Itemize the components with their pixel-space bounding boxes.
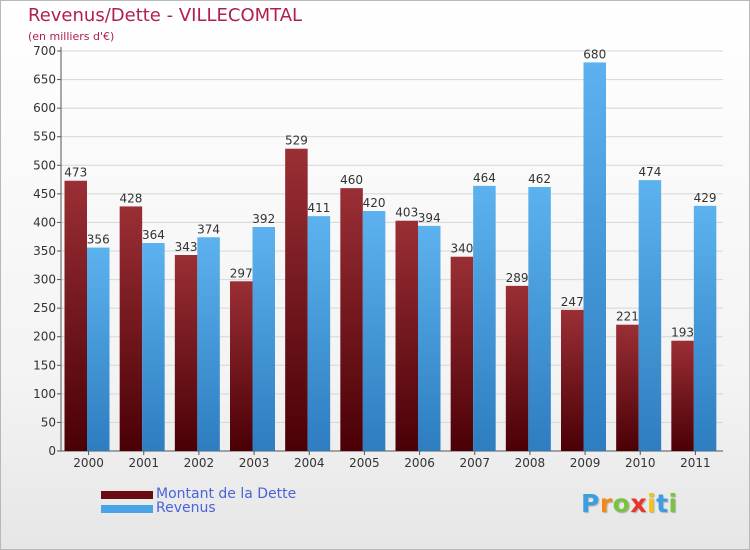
y-tick-label: 300	[33, 273, 56, 287]
bar-debt-2011	[671, 340, 694, 451]
bar-revenue-2009	[583, 62, 606, 452]
data-label-revenue-2007: 464	[473, 171, 496, 185]
bar-debt-2000	[64, 180, 87, 451]
data-label-revenue-2005: 420	[363, 196, 386, 210]
data-label-debt-2008: 289	[506, 271, 529, 285]
logo-letter: i	[668, 489, 678, 518]
bar-debt-2001	[119, 206, 143, 451]
bar-debt-2002	[174, 255, 198, 451]
legend-swatch-revenue	[101, 505, 153, 513]
y-tick-label: 150	[33, 358, 56, 372]
bar-revenue-2008	[528, 187, 551, 451]
x-tick-label: 2009	[570, 456, 601, 470]
data-label-debt-2002: 343	[175, 240, 198, 254]
data-label-debt-2007: 340	[450, 242, 473, 256]
x-tick-label: 2008	[515, 456, 546, 470]
data-label-revenue-2009: 680	[583, 47, 606, 61]
data-label-revenue-2001: 364	[142, 228, 165, 242]
data-label-debt-2001: 428	[119, 191, 142, 205]
chart-title: Revenus/Dette - VILLECOMTAL	[28, 5, 303, 26]
bar-revenue-2006	[418, 225, 441, 451]
data-label-debt-2004: 529	[285, 134, 308, 148]
y-tick-label: 400	[33, 215, 56, 229]
bar-revenue-2007	[473, 185, 496, 451]
logo-letter: o	[612, 489, 631, 518]
data-label-debt-2009: 247	[561, 295, 584, 309]
x-tick-label: 2001	[128, 456, 159, 470]
legend-label-debt: Montant de la Dette	[156, 486, 297, 502]
data-label-debt-2011: 193	[671, 326, 694, 340]
x-tick-label: 2004	[294, 456, 325, 470]
x-tick-label: 2005	[349, 456, 380, 470]
data-label-revenue-2008: 462	[528, 172, 551, 186]
y-tick-label: 600	[33, 101, 56, 115]
data-label-debt-2010: 221	[616, 310, 639, 324]
y-tick-label: 700	[33, 44, 56, 58]
legend-swatch-debt	[101, 491, 153, 499]
y-tick-label: 50	[41, 415, 56, 429]
data-label-revenue-2006: 394	[418, 211, 441, 225]
bar-debt-2007	[450, 256, 474, 451]
logo-letter: i	[647, 489, 657, 518]
x-tick-label: 2007	[459, 456, 490, 470]
y-tick-label: 100	[33, 387, 56, 401]
x-tick-label: 2002	[184, 456, 215, 470]
x-tick-label: 2011	[680, 456, 711, 470]
x-tick-label: 2000	[73, 456, 104, 470]
y-tick-label: 550	[33, 130, 56, 144]
y-tick-label: 0	[48, 444, 56, 458]
data-label-debt-2003: 297	[230, 266, 253, 280]
y-tick-label: 200	[33, 330, 56, 344]
bar-revenue-2000	[87, 247, 110, 451]
bar-revenue-2001	[142, 243, 165, 451]
logo-letter: r	[599, 489, 613, 518]
data-label-debt-2006: 403	[395, 206, 418, 220]
data-label-revenue-2003: 392	[252, 212, 275, 226]
chart-subtitle: (en milliers d'€)	[28, 30, 115, 43]
bar-debt-2010	[616, 324, 639, 451]
data-label-debt-2005: 460	[340, 173, 363, 187]
bar-debt-2004	[285, 148, 308, 451]
legend-label-revenue: Revenus	[156, 500, 216, 516]
bar-debt-2006	[395, 220, 418, 451]
x-tick-label: 2003	[239, 456, 270, 470]
logo-letter: t	[656, 489, 669, 518]
y-tick-label: 350	[33, 244, 56, 258]
bar-revenue-2002	[197, 237, 220, 451]
bar-revenue-2005	[362, 211, 386, 451]
y-tick-label: 500	[33, 158, 56, 172]
logo-letter: P	[581, 489, 600, 518]
bar-revenue-2004	[307, 216, 331, 451]
bar-revenue-2010	[638, 180, 662, 451]
y-tick-label: 450	[33, 187, 56, 201]
bar-revenue-2003	[252, 227, 275, 451]
data-label-revenue-2000: 356	[87, 233, 110, 247]
data-label-revenue-2004: 411	[307, 201, 330, 215]
bar-debt-2008	[505, 285, 529, 451]
logo-letter: x	[630, 489, 647, 518]
y-tick-label: 250	[33, 301, 56, 315]
bar-debt-2005	[340, 188, 363, 451]
bar-debt-2003	[230, 281, 253, 451]
data-label-revenue-2010: 474	[638, 165, 661, 179]
y-tick-label: 650	[33, 73, 56, 87]
data-label-revenue-2011: 429	[694, 191, 717, 205]
bar-debt-2009	[561, 309, 584, 451]
proxiti-logo: Proxiti	[581, 489, 678, 518]
x-tick-label: 2006	[404, 456, 435, 470]
data-label-revenue-2002: 374	[197, 222, 220, 236]
data-label-debt-2000: 473	[64, 166, 87, 180]
bar-revenue-2011	[693, 205, 717, 451]
x-tick-label: 2010	[625, 456, 656, 470]
